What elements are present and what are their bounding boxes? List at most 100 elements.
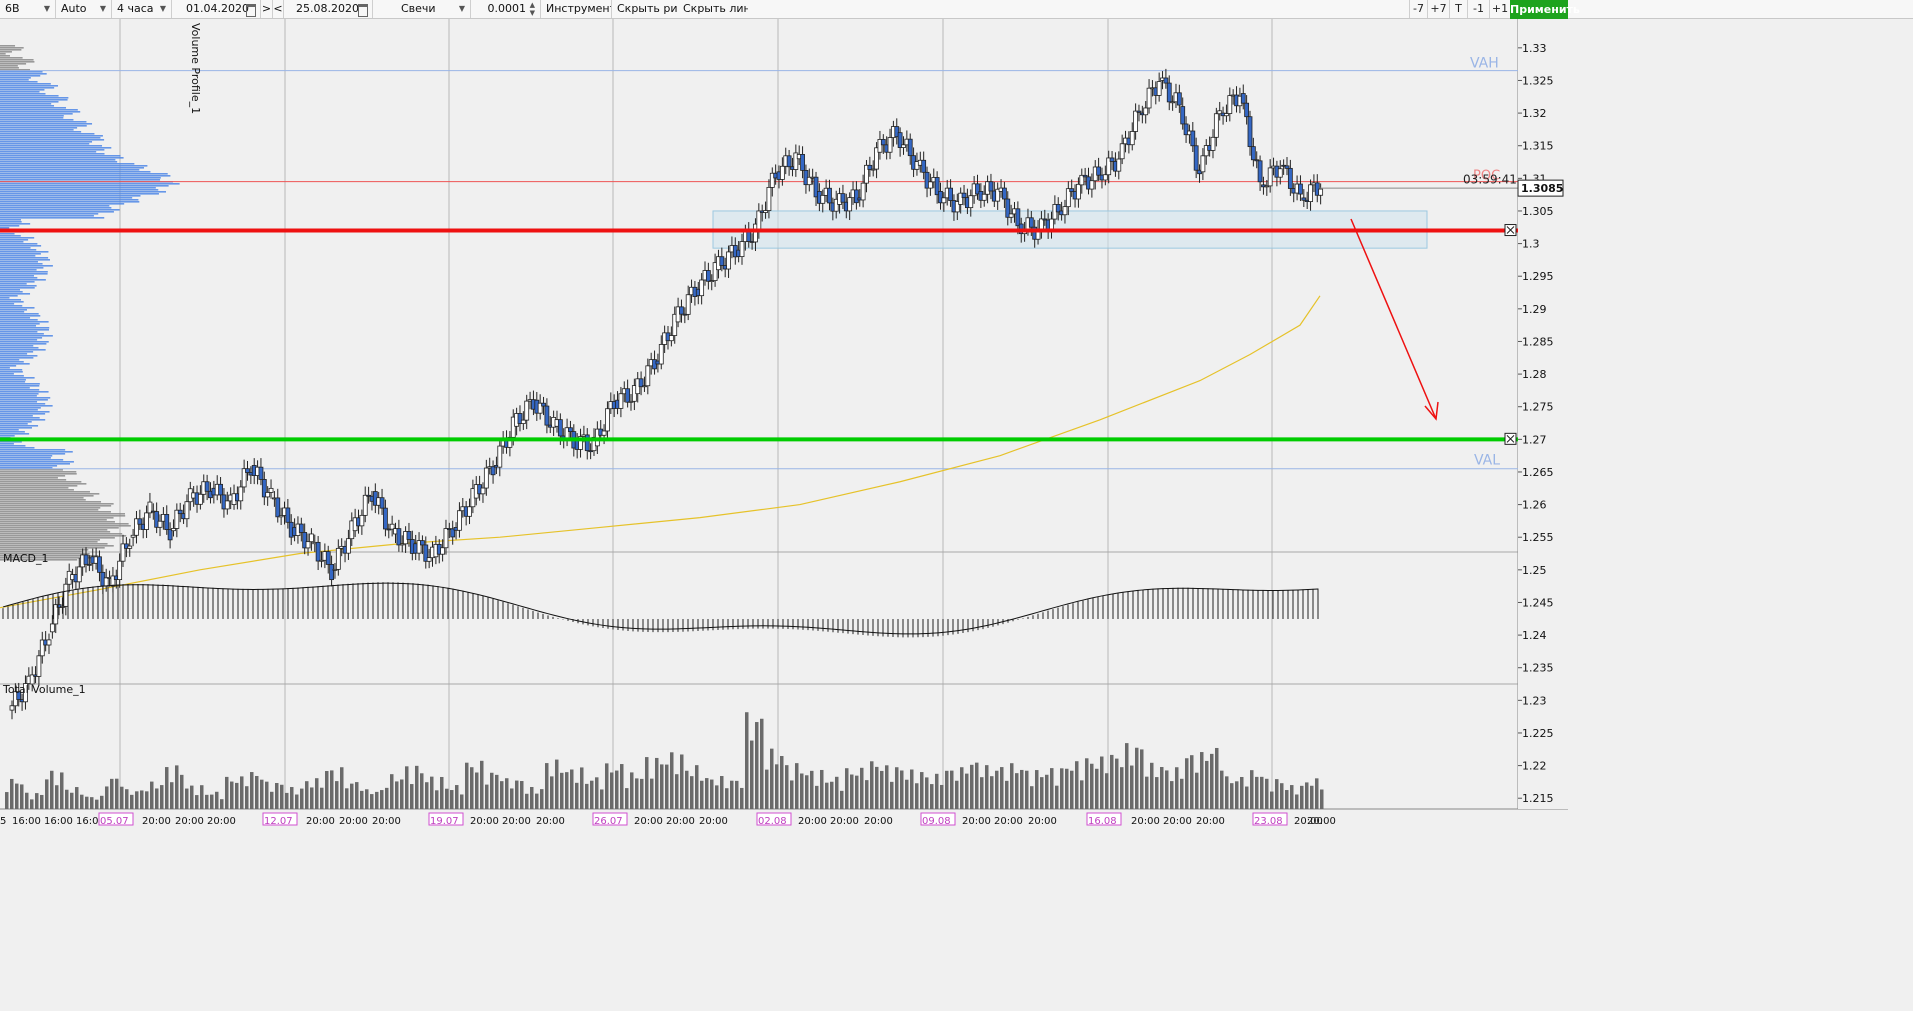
date-to-field[interactable]: 25.08.2020 bbox=[284, 0, 373, 18]
candle-body bbox=[1062, 206, 1068, 216]
profile-bar bbox=[0, 389, 40, 391]
hide-drawings-button[interactable]: Скрыть рис. bbox=[617, 2, 678, 15]
candle-body bbox=[709, 280, 715, 283]
candle-body bbox=[426, 557, 432, 562]
candle-body bbox=[258, 466, 264, 480]
candle-body bbox=[117, 560, 123, 580]
profile-bar bbox=[0, 163, 135, 165]
nav-next-button[interactable]: > bbox=[261, 0, 273, 18]
profile-bar bbox=[0, 541, 98, 543]
volume-bar bbox=[500, 781, 504, 809]
date-from-field[interactable]: 01.04.2020 bbox=[172, 0, 261, 18]
candle-body bbox=[1136, 110, 1142, 113]
candle-body bbox=[524, 400, 530, 421]
profile-bar bbox=[0, 55, 10, 57]
candle-body bbox=[144, 512, 149, 530]
candle-body bbox=[645, 365, 651, 387]
symbol-select[interactable]: 6B ▼ bbox=[0, 0, 56, 18]
volume-bar bbox=[1085, 758, 1089, 809]
chart-mode-select[interactable]: Auto ▼ bbox=[56, 0, 112, 18]
profile-bar bbox=[0, 371, 23, 373]
candle-body bbox=[305, 541, 311, 549]
candle-body bbox=[948, 187, 953, 201]
candle-body bbox=[285, 507, 291, 523]
volume-bar bbox=[555, 759, 559, 809]
timeframe-select[interactable]: 4 часа ▼ bbox=[112, 0, 172, 18]
volume-bar bbox=[870, 761, 874, 809]
candle-body bbox=[332, 568, 338, 571]
volume-bar bbox=[135, 791, 139, 809]
candle-body bbox=[366, 494, 371, 497]
volume-bar bbox=[640, 778, 644, 809]
candle-body bbox=[420, 540, 425, 546]
profile-bar bbox=[0, 517, 114, 519]
candle-body bbox=[928, 181, 933, 189]
ma-line bbox=[0, 295, 1321, 609]
candle-body bbox=[450, 528, 456, 538]
instruments-button[interactable]: Инструменты bbox=[541, 0, 612, 18]
candle-body bbox=[934, 177, 940, 196]
volume-bar bbox=[130, 794, 134, 809]
profile-bar bbox=[0, 205, 110, 207]
candle-body bbox=[23, 683, 28, 703]
profile-bar bbox=[0, 47, 24, 49]
volume-bar bbox=[110, 778, 114, 809]
tick-size-stepper[interactable]: 0.0001 ▲ ▼ bbox=[471, 0, 541, 18]
profile-bar bbox=[0, 555, 99, 557]
candle-body bbox=[719, 256, 725, 266]
profile-bar bbox=[0, 549, 89, 551]
x-tick-label: 16:00 bbox=[76, 816, 105, 827]
volume-bar bbox=[95, 799, 99, 809]
volume-bar bbox=[805, 775, 809, 809]
volume-bar bbox=[455, 785, 459, 809]
profile-bar bbox=[0, 353, 28, 355]
profile-bar bbox=[0, 359, 20, 361]
candle-body bbox=[968, 195, 974, 209]
hide-lines-button[interactable]: Скрыть линии bbox=[683, 2, 748, 15]
volume-bar bbox=[1095, 768, 1099, 809]
profile-bar bbox=[0, 513, 125, 515]
profile-bar bbox=[0, 93, 46, 95]
volume-bar bbox=[575, 782, 579, 809]
volume-bar bbox=[560, 772, 564, 809]
candle-body bbox=[157, 520, 163, 528]
candle-body bbox=[1008, 213, 1014, 218]
volume-bar bbox=[1045, 774, 1049, 809]
profile-bar bbox=[0, 327, 50, 329]
plus1-button[interactable]: +1 bbox=[1489, 0, 1510, 18]
candle-body bbox=[261, 479, 267, 498]
profile-bar bbox=[0, 279, 46, 281]
profile-bar bbox=[0, 251, 49, 253]
profile-bar bbox=[0, 177, 161, 179]
plus7-button[interactable]: +7 bbox=[1427, 0, 1449, 18]
candle-body bbox=[954, 201, 960, 213]
chart-type-select[interactable]: Свечи ▼ bbox=[373, 0, 471, 18]
volume-bar bbox=[1240, 776, 1244, 809]
volume-bar bbox=[1165, 770, 1169, 809]
volume-bar bbox=[245, 786, 249, 809]
candle-body bbox=[457, 510, 462, 531]
candle-body bbox=[853, 189, 859, 204]
apply-button[interactable]: Применить bbox=[1510, 0, 1580, 19]
candle-body bbox=[29, 674, 35, 685]
volume-bar bbox=[600, 789, 604, 809]
x-tick-label: 05.07 bbox=[100, 816, 129, 827]
profile-bar bbox=[0, 523, 129, 525]
volume-bar bbox=[460, 794, 464, 809]
volume-bar bbox=[935, 773, 939, 809]
candle-body bbox=[1049, 218, 1054, 231]
volume-bar bbox=[50, 770, 54, 809]
minus7-button[interactable]: -7 bbox=[1409, 0, 1427, 18]
candle-body bbox=[1176, 92, 1182, 106]
profile-bar bbox=[0, 341, 49, 343]
volume-bar bbox=[155, 788, 159, 809]
candle-body bbox=[265, 492, 271, 498]
profile-bar bbox=[0, 557, 94, 559]
stepper-arrows-icon[interactable]: ▲ ▼ bbox=[529, 1, 535, 17]
total-volume-panel: Total Volume_1 bbox=[2, 683, 1324, 809]
t-button[interactable]: T bbox=[1449, 0, 1467, 18]
minus1-button[interactable]: -1 bbox=[1467, 0, 1489, 18]
volume-bar bbox=[850, 774, 854, 809]
nav-prev-button[interactable]: < bbox=[273, 0, 284, 18]
